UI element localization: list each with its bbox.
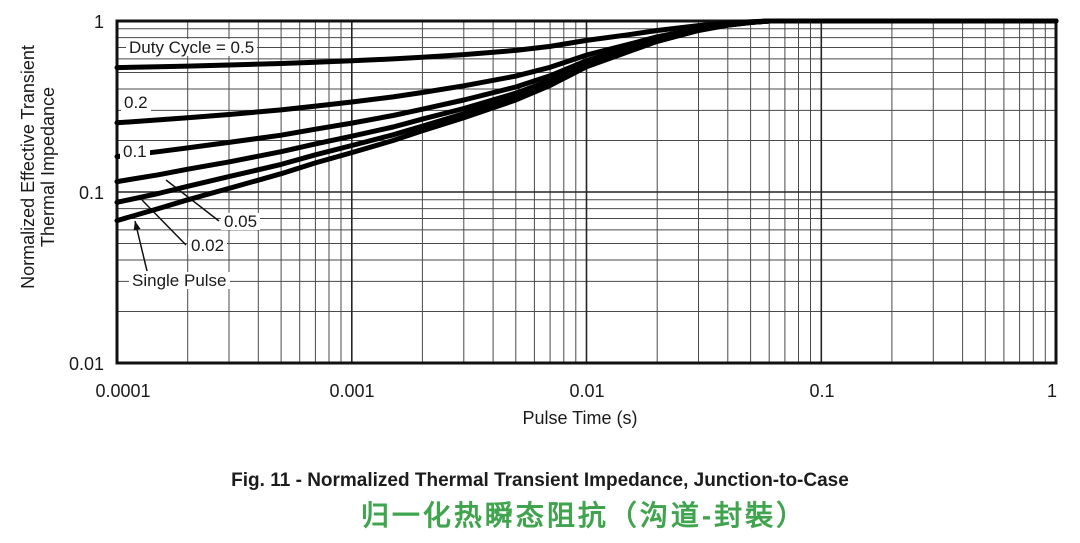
y-tick-0p01: 0.01 xyxy=(68,354,104,374)
y-tick-1: 1 xyxy=(93,12,104,32)
duty-cycle-005-label: 0.05 xyxy=(221,213,261,230)
y-axis-title-line1: Normalized Effective Transient xyxy=(18,45,38,289)
x-tick-0p01: 0.01 xyxy=(569,381,605,401)
duty-cycle-002-label: 0.02 xyxy=(188,237,228,254)
single-pulse-label: Single Pulse xyxy=(129,272,230,289)
duty-cycle-02-label: 0.2 xyxy=(121,94,151,111)
duty-cycle-01-label: 0.1 xyxy=(120,143,150,160)
y-tick-0p1: 0.1 xyxy=(78,183,104,203)
x-tick-0p1: 0.1 xyxy=(809,381,835,401)
y-axis-title: Normalized Effective Transient Thermal I… xyxy=(18,17,59,317)
x-tick-1: 1 xyxy=(1046,381,1057,401)
duty-cycle-05-label: Duty Cycle = 0.5 xyxy=(126,39,258,56)
figure-caption-chinese: 归一化热瞬态阻抗（沟道-封裝） xyxy=(360,500,808,531)
x-tick-0p001: 0.001 xyxy=(329,381,375,401)
x-tick-0p0001: 0.0001 xyxy=(95,381,151,401)
y-axis-title-line2: Thermal Impedance xyxy=(37,86,58,248)
x-axis-title: Pulse Time (s) xyxy=(522,408,638,428)
figure-caption-english: Fig. 11 - Normalized Thermal Transient I… xyxy=(231,470,849,491)
